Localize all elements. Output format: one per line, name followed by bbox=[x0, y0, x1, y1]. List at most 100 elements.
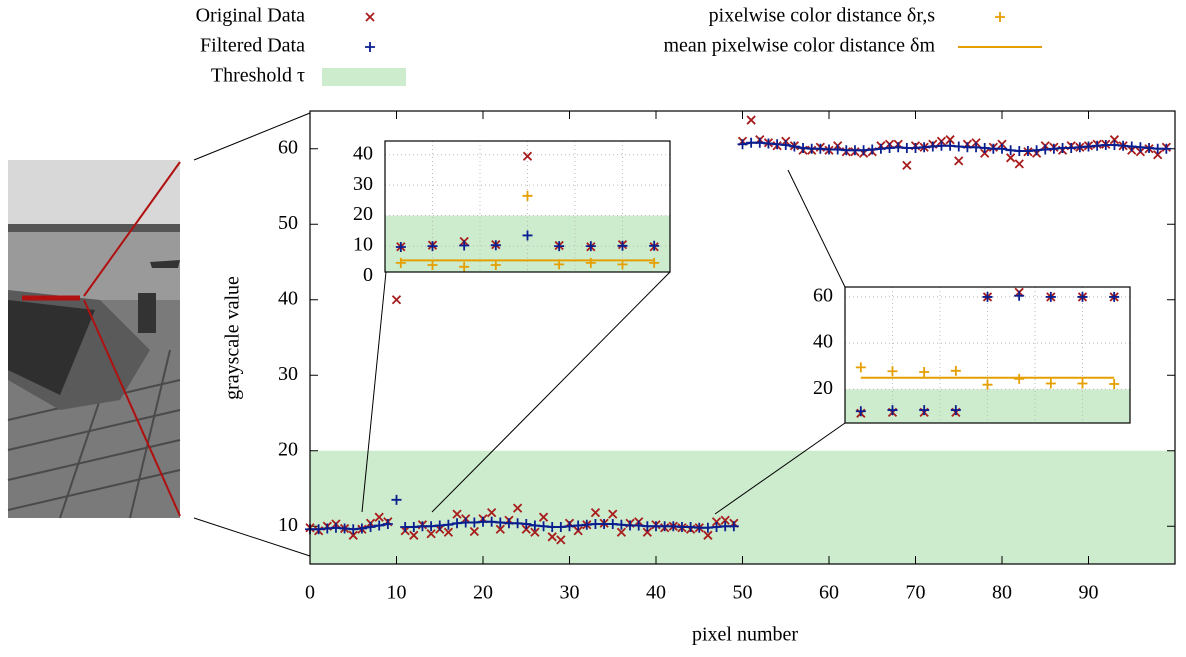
legend-swatch bbox=[322, 68, 406, 86]
data-point bbox=[855, 362, 866, 373]
data-point bbox=[746, 137, 757, 148]
data-point bbox=[522, 230, 533, 241]
data-point bbox=[954, 156, 964, 166]
data-point bbox=[538, 512, 549, 522]
data-point bbox=[1066, 142, 1077, 153]
data-point bbox=[1006, 153, 1016, 163]
data-point bbox=[893, 142, 904, 153]
data-point bbox=[950, 365, 961, 376]
data-point bbox=[459, 240, 470, 251]
data-point bbox=[365, 522, 376, 533]
data-point bbox=[832, 144, 843, 155]
y-tick-label: 50 bbox=[278, 212, 298, 234]
data-point bbox=[772, 139, 783, 150]
data-point bbox=[573, 520, 584, 531]
data-point bbox=[1077, 378, 1088, 389]
data-point bbox=[590, 508, 601, 518]
inset-plot: 0 10 20 30 40 bbox=[353, 140, 671, 286]
data-point bbox=[1109, 139, 1120, 150]
data-point bbox=[1014, 159, 1024, 169]
data-point bbox=[530, 527, 540, 537]
y-tick-label: 40 bbox=[278, 287, 298, 309]
data-point bbox=[521, 524, 531, 534]
data-point bbox=[979, 142, 990, 153]
data-point bbox=[642, 527, 652, 537]
data-point bbox=[1092, 140, 1103, 151]
inset-plot: 20 40 60 bbox=[813, 285, 1131, 424]
data-point bbox=[608, 509, 618, 519]
data-point bbox=[1135, 142, 1146, 153]
data-point bbox=[581, 519, 592, 530]
zoom-line bbox=[83, 161, 181, 297]
plot-frame bbox=[384, 140, 671, 273]
data-point bbox=[754, 137, 765, 148]
data-point bbox=[478, 516, 488, 527]
data-point bbox=[400, 522, 411, 533]
legend-label: pixelwise color distance δr,s bbox=[709, 5, 936, 27]
data-point bbox=[642, 521, 653, 532]
data-point bbox=[426, 529, 436, 539]
data-point bbox=[971, 142, 982, 153]
data-point bbox=[452, 509, 462, 519]
data-point bbox=[1118, 140, 1129, 151]
legend-swatch bbox=[995, 12, 1005, 22]
data-point bbox=[676, 522, 687, 533]
y-tick-label: 0 bbox=[363, 264, 373, 286]
y-tick-label: 40 bbox=[813, 331, 833, 353]
photo-boat-hull bbox=[8, 300, 95, 395]
data-point bbox=[855, 406, 866, 417]
data-point bbox=[685, 522, 696, 533]
data-point bbox=[1144, 142, 1155, 153]
data-point bbox=[348, 524, 359, 535]
data-point bbox=[460, 517, 471, 528]
data-point bbox=[625, 520, 636, 531]
data-point bbox=[607, 518, 618, 529]
y-axis-label: grayscale value bbox=[222, 276, 244, 400]
data-point bbox=[902, 160, 912, 170]
inset-connectors bbox=[361, 169, 846, 515]
data-point bbox=[988, 143, 999, 154]
y-tick-label: 20 bbox=[813, 377, 833, 399]
data-point bbox=[443, 519, 454, 530]
legend-label: Filtered Data bbox=[200, 35, 305, 57]
data-point bbox=[427, 259, 438, 270]
y-tick-label: 20 bbox=[353, 203, 373, 225]
data-point bbox=[815, 143, 826, 154]
data-point bbox=[1014, 373, 1025, 384]
data-point bbox=[919, 142, 930, 153]
data-point bbox=[763, 138, 774, 149]
x-tick-label: 80 bbox=[992, 582, 1012, 604]
threshold-area bbox=[310, 450, 1175, 564]
data-point bbox=[1074, 142, 1085, 153]
data-point bbox=[547, 532, 557, 542]
plot-frame bbox=[844, 286, 1131, 424]
data-point bbox=[997, 143, 1007, 154]
connector-line bbox=[193, 112, 311, 161]
data-point bbox=[841, 145, 852, 156]
data-point bbox=[521, 518, 532, 529]
data-point bbox=[374, 520, 385, 531]
legend: Original Data Filtered Data Threshold τ pix… bbox=[196, 5, 1042, 87]
data-point bbox=[538, 521, 549, 532]
x-tick-label: 60 bbox=[819, 582, 839, 604]
y-tick-label: 10 bbox=[278, 514, 298, 536]
data-point bbox=[616, 527, 627, 537]
data-point bbox=[512, 518, 523, 529]
data-point bbox=[927, 141, 938, 152]
data-point bbox=[945, 140, 956, 151]
x-tick-label: 10 bbox=[387, 582, 407, 604]
data-point bbox=[651, 521, 661, 532]
data-point bbox=[590, 518, 601, 529]
data-point bbox=[529, 520, 540, 531]
data-point bbox=[1109, 135, 1120, 145]
data-point bbox=[798, 142, 809, 153]
data-point bbox=[356, 523, 367, 534]
photo-shore bbox=[8, 224, 180, 232]
data-point bbox=[522, 151, 533, 161]
data-point bbox=[887, 366, 898, 377]
data-point bbox=[452, 518, 463, 529]
data-point bbox=[919, 405, 930, 416]
data-point bbox=[469, 526, 479, 537]
data-point bbox=[649, 257, 660, 268]
